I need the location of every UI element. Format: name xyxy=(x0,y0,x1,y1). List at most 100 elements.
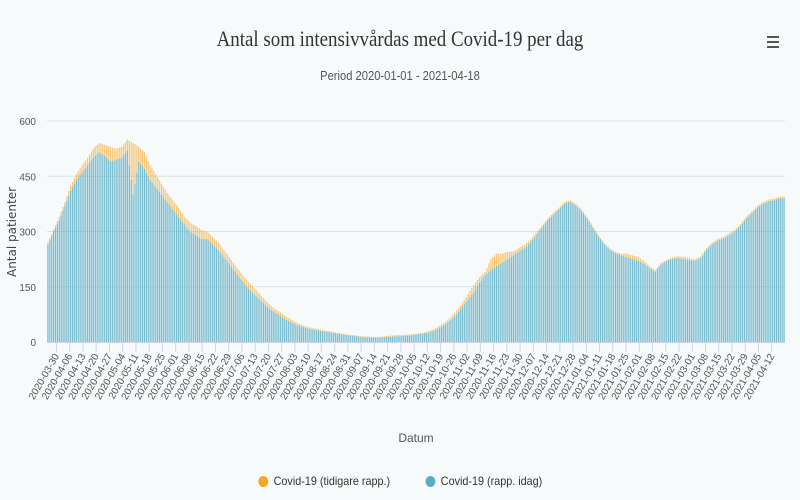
bar-segment-idag xyxy=(728,235,730,342)
bar-segment-tidigare xyxy=(696,258,698,260)
bar-segment-tidigare xyxy=(107,146,110,160)
bar-segment-tidigare xyxy=(520,246,522,251)
bar-segment-tidigare xyxy=(208,233,210,241)
bar-segment-idag xyxy=(476,286,479,342)
bar-segment-tidigare xyxy=(692,258,694,261)
bar-segment-tidigare xyxy=(677,256,679,259)
bar-segment-idag xyxy=(569,202,571,342)
bar-segment-idag xyxy=(253,294,255,342)
bar-segment-idag xyxy=(251,292,253,342)
bar-segment-idag xyxy=(533,237,535,342)
bar-segment-tidigare xyxy=(77,171,79,178)
x-tick-labels: 2020-03-302020-04-062020-04-132020-04-20… xyxy=(27,342,778,402)
bar-segment-tidigare xyxy=(281,313,284,318)
bar-segment-idag xyxy=(696,259,698,342)
bar-segment-idag xyxy=(781,198,783,342)
bar-segment-idag xyxy=(73,183,76,342)
bar-segment-tidigare xyxy=(331,331,333,333)
bar-segment-tidigare xyxy=(174,202,176,212)
bar-segment-tidigare xyxy=(374,336,376,338)
bar-segment-idag xyxy=(737,227,740,342)
bar-segment-idag xyxy=(105,157,108,342)
bar-segment-tidigare xyxy=(410,334,412,336)
bar-segment-tidigare xyxy=(359,336,361,337)
bar-segment-idag xyxy=(196,236,199,342)
bar-segment-tidigare xyxy=(227,254,229,263)
bar-segment-idag xyxy=(334,333,337,342)
bar-segment-idag xyxy=(68,195,70,342)
bar-segment-idag xyxy=(499,264,501,342)
bar-segment-idag xyxy=(266,307,269,342)
bar-segment-idag xyxy=(374,337,376,342)
bar-segment-tidigare xyxy=(87,157,89,166)
bar-segment-idag xyxy=(162,197,165,342)
bar-segment-idag xyxy=(662,263,664,342)
bar-segment-tidigare xyxy=(147,160,149,177)
legend-item-idag[interactable]: Covid-19 (rapp. idag) xyxy=(425,474,543,488)
y-tick-label: 0 xyxy=(30,338,36,349)
bar-segment-tidigare xyxy=(321,330,323,332)
bar-segment-idag xyxy=(766,202,768,342)
legend-item-tidigare[interactable]: Covid-19 (tidigare rapp.) xyxy=(258,474,390,488)
bar-segment-tidigare xyxy=(302,325,305,328)
bar-segment-idag xyxy=(79,175,81,342)
bar-segment-tidigare xyxy=(236,267,238,275)
bar-segment-tidigare xyxy=(601,240,604,242)
bar-segment-idag xyxy=(772,200,774,342)
bar-segment-tidigare xyxy=(403,334,405,336)
bar-segment-idag xyxy=(688,260,691,342)
bar-segment-idag xyxy=(732,232,734,342)
bar-segment-idag xyxy=(183,224,185,342)
bar-segment-idag xyxy=(109,161,112,342)
bar-segment-idag xyxy=(713,243,715,342)
bar-segment-idag xyxy=(372,337,375,342)
bar-segment-tidigare xyxy=(611,249,613,252)
y-tick-label: 450 xyxy=(19,172,36,183)
bar-segment-idag xyxy=(249,290,252,342)
bar-segment-idag xyxy=(202,238,204,342)
bar-segment-tidigare xyxy=(75,174,77,180)
bar-segment-tidigare xyxy=(541,225,543,228)
bar-segment-idag xyxy=(707,248,710,342)
bar-segment-tidigare xyxy=(457,308,460,312)
bar-segment-idag xyxy=(461,307,464,342)
bar-segment-idag xyxy=(563,203,566,342)
chart-svg: 0 150 300 450 600 2020-03-302020-04-062020-0… xyxy=(5,117,785,445)
bar-segment-idag xyxy=(132,194,134,342)
bar-segment-idag xyxy=(660,264,662,342)
bar-segment-tidigare xyxy=(569,200,571,203)
bar-segment-idag xyxy=(174,211,176,342)
bar-segment-idag xyxy=(230,267,233,342)
bar-segment-idag xyxy=(756,207,759,342)
bar-segment-idag xyxy=(206,238,208,342)
bar-segment-idag xyxy=(342,334,344,342)
hamburger-menu-icon[interactable] xyxy=(767,36,779,50)
bar-segment-idag xyxy=(261,301,263,342)
bar-segment-idag xyxy=(635,260,638,342)
bar-segment-tidigare xyxy=(140,148,142,164)
bar-segment-idag xyxy=(140,163,142,342)
bar-segment-idag xyxy=(764,203,766,342)
bar-segment-idag xyxy=(522,249,524,342)
bar-segment-tidigare xyxy=(577,205,579,208)
bar-segment-tidigare xyxy=(71,181,74,188)
bar-segment-tidigare xyxy=(141,150,144,167)
bar-segment-idag xyxy=(614,253,617,342)
bar-segment-tidigare xyxy=(317,329,320,331)
bar-segment-tidigare xyxy=(391,335,393,337)
bar-segment-tidigare xyxy=(711,242,713,245)
bar-segment-tidigare xyxy=(367,336,369,338)
bar-segment-tidigare xyxy=(382,336,384,338)
bar-segment-idag xyxy=(329,332,331,342)
bar-segment-tidigare xyxy=(193,224,195,234)
bar-segment-idag xyxy=(138,161,140,342)
bar-segment-idag xyxy=(582,213,585,342)
bar-segment-tidigare xyxy=(552,213,554,215)
bar-segment-idag xyxy=(414,334,416,342)
bar-segment-idag xyxy=(711,244,713,342)
bar-segment-tidigare xyxy=(626,253,628,258)
bar-segment-idag xyxy=(376,337,378,342)
bar-segment-tidigare xyxy=(580,209,583,212)
bar-segment-tidigare xyxy=(200,229,202,239)
bar-segment-idag xyxy=(584,216,587,342)
